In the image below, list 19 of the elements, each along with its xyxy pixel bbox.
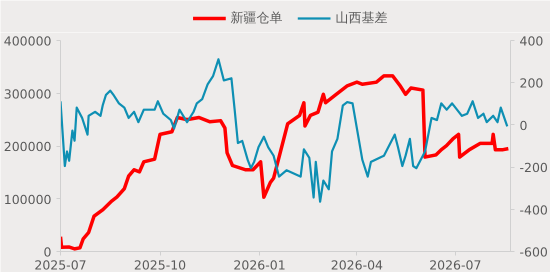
y2-tick-label: 200 (520, 76, 544, 91)
x-tick-label: 2026-04 (330, 258, 384, 272)
x-tick-label: 2025-07 (34, 258, 87, 272)
legend-label: 山西基差 (335, 11, 388, 26)
y2-tick-label: 400 (520, 34, 544, 48)
x-tick-label: 2025-10 (134, 258, 186, 272)
y-tick-label: 200000 (4, 139, 52, 154)
y-tick-label: 100000 (4, 192, 52, 207)
y-tick-label: 300000 (4, 86, 52, 102)
y2-tick-label: 0 (520, 118, 528, 133)
y2-tick-label: -400 (520, 202, 548, 218)
x-tick-label: 2026-01 (233, 258, 286, 272)
y-tick-label: 0 (44, 244, 52, 260)
y-tick-label: 400000 (4, 34, 52, 48)
x-tick-label: 2026-07 (429, 258, 482, 272)
y2-tick-label: -600 (520, 244, 548, 260)
line-series (60, 58, 508, 203)
y2-tick-label: -200 (520, 160, 548, 176)
legend-label: 新疆仓单 (230, 11, 283, 26)
